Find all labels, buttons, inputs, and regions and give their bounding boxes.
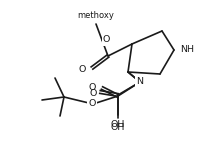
Text: O: O [88, 99, 95, 108]
Text: O: O [102, 36, 110, 45]
Text: N: N [136, 77, 143, 87]
Text: O: O [78, 65, 86, 74]
Text: N: N [136, 77, 143, 87]
Text: O: O [89, 88, 97, 97]
Text: methoxy: methoxy [77, 11, 114, 20]
Text: NH: NH [179, 46, 193, 55]
Text: O: O [88, 84, 96, 93]
Text: OH: OH [110, 120, 125, 129]
Text: OH: OH [110, 123, 125, 132]
